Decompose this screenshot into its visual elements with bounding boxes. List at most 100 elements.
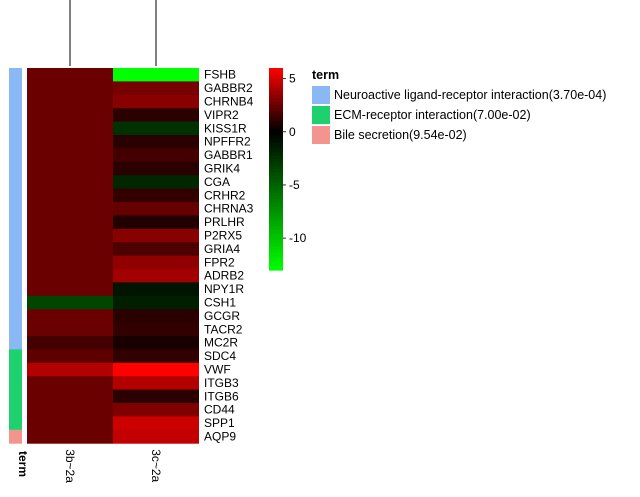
term-cell bbox=[9, 148, 22, 163]
heatmap-cell bbox=[113, 242, 199, 257]
row-labels: FSHBGABBR2CHRNB4VIPR2KISS1RNPFFR2GABBR1G… bbox=[204, 68, 254, 444]
row-label: KISS1R bbox=[204, 121, 247, 135]
heatmap-cells bbox=[27, 68, 199, 444]
colorbar-segment bbox=[269, 195, 283, 200]
term-cell bbox=[9, 202, 22, 216]
heatmap-cell bbox=[113, 68, 199, 82]
term-cell bbox=[9, 282, 22, 297]
colorbar-segment bbox=[269, 239, 283, 244]
row-label: CRHR2 bbox=[204, 188, 246, 202]
row-label: NPFFR2 bbox=[204, 135, 251, 149]
heatmap-cell bbox=[27, 121, 113, 136]
colorbar-segment bbox=[269, 243, 283, 248]
colorbar-segment bbox=[269, 94, 283, 99]
heatmap-cell bbox=[27, 148, 113, 163]
legend-entry: Neuroactive ligand-receptor interaction(… bbox=[312, 86, 632, 104]
colorbar-segment bbox=[269, 226, 283, 231]
colorbar-segment bbox=[269, 236, 283, 241]
colorbar-segment bbox=[269, 209, 283, 214]
term-annotation-bar bbox=[9, 68, 22, 444]
colorbar-segment bbox=[269, 74, 283, 79]
term-cell bbox=[9, 389, 22, 404]
heatmap-cell bbox=[27, 429, 113, 444]
heatmap-cell bbox=[113, 376, 199, 391]
legend-entry: ECM-receptor interaction(7.00e-02) bbox=[312, 106, 632, 124]
colorbar-segment bbox=[269, 263, 283, 268]
term-cell bbox=[9, 228, 22, 243]
legend-swatch bbox=[312, 106, 330, 124]
heatmap-cell bbox=[27, 362, 113, 377]
row-label: MC2R bbox=[204, 336, 238, 350]
legend-entry: Bile secretion(9.54e-02) bbox=[312, 126, 632, 144]
heatmap-cell bbox=[27, 416, 113, 431]
heatmap-cell bbox=[113, 215, 199, 230]
heatmap-cell bbox=[113, 282, 199, 297]
heatmap-cell bbox=[27, 242, 113, 257]
column-label: 3c~2a bbox=[149, 449, 163, 482]
heatmap-cell bbox=[113, 188, 199, 203]
term-cell bbox=[9, 68, 22, 82]
heatmap-cell bbox=[113, 94, 199, 109]
heatmap-cell bbox=[113, 349, 199, 364]
heatmap-cell bbox=[27, 403, 113, 417]
row-label: AQP9 bbox=[204, 430, 236, 444]
heatmap-cell bbox=[27, 282, 113, 297]
colorbar-segment bbox=[269, 216, 283, 221]
row-label: VWF bbox=[204, 363, 231, 377]
colorbar-segment bbox=[269, 175, 283, 180]
term-cell bbox=[9, 108, 22, 123]
row-label: ITGB6 bbox=[204, 389, 239, 403]
heatmap-cell bbox=[27, 108, 113, 123]
term-cell bbox=[9, 362, 22, 377]
colorbar-segment bbox=[269, 206, 283, 210]
term-cell bbox=[9, 376, 22, 391]
colorbar-segment bbox=[269, 152, 283, 157]
colorbar-segment bbox=[269, 249, 283, 254]
legend-label: Bile secretion(9.54e-02) bbox=[334, 128, 467, 142]
row-label: GABBR2 bbox=[204, 81, 253, 95]
colorbar-segment bbox=[269, 189, 283, 194]
colorbar-segment bbox=[269, 185, 283, 190]
row-label: CGA bbox=[204, 175, 230, 189]
colorbar-segment bbox=[269, 98, 283, 103]
heatmap-cell bbox=[27, 349, 113, 364]
heatmap-cell bbox=[27, 336, 113, 350]
colorbar-tick-label: 0 bbox=[289, 125, 296, 139]
column-dendrogram bbox=[69, 0, 157, 66]
legend-swatch bbox=[312, 126, 330, 144]
row-label: CHRNA3 bbox=[204, 202, 254, 216]
legend-label: ECM-receptor interaction(7.00e-02) bbox=[334, 108, 531, 122]
colorbar-segment bbox=[269, 219, 283, 224]
colorbar-segment bbox=[269, 158, 283, 163]
heatmap-cell bbox=[27, 94, 113, 109]
row-label: ITGB3 bbox=[204, 376, 239, 390]
colorbar-segment bbox=[269, 125, 283, 130]
colorbar-segment bbox=[269, 232, 283, 237]
colorbar-segment bbox=[269, 182, 283, 187]
colorbar-segment bbox=[269, 145, 283, 150]
colorbar: 5 0 -5 -10 bbox=[269, 68, 307, 271]
term-cell bbox=[9, 429, 22, 444]
heatmap-cell bbox=[113, 228, 199, 243]
term-cell bbox=[9, 135, 22, 149]
legend-label: Neuroactive ligand-receptor interaction(… bbox=[334, 88, 607, 102]
term-axis-label: term bbox=[16, 451, 30, 477]
colorbar-segment bbox=[269, 192, 283, 197]
row-label: CSH1 bbox=[204, 296, 236, 310]
heatmap-cell bbox=[113, 161, 199, 176]
heatmap-cell bbox=[113, 362, 199, 377]
colorbar-segment bbox=[269, 111, 283, 116]
colorbar-segment bbox=[269, 266, 283, 271]
colorbar-segment bbox=[269, 253, 283, 258]
heatmap-cell bbox=[27, 135, 113, 149]
heatmap-cell bbox=[113, 121, 199, 136]
colorbar-segment bbox=[269, 199, 283, 204]
colorbar-segment bbox=[269, 202, 283, 207]
colorbar-segment bbox=[269, 259, 283, 264]
colorbar-segment bbox=[269, 81, 283, 86]
term-cell bbox=[9, 255, 22, 270]
colorbar-segment bbox=[269, 131, 283, 136]
colorbar-segment bbox=[269, 108, 283, 113]
heatmap-cell bbox=[113, 429, 199, 444]
colorbar-segment bbox=[269, 179, 283, 184]
